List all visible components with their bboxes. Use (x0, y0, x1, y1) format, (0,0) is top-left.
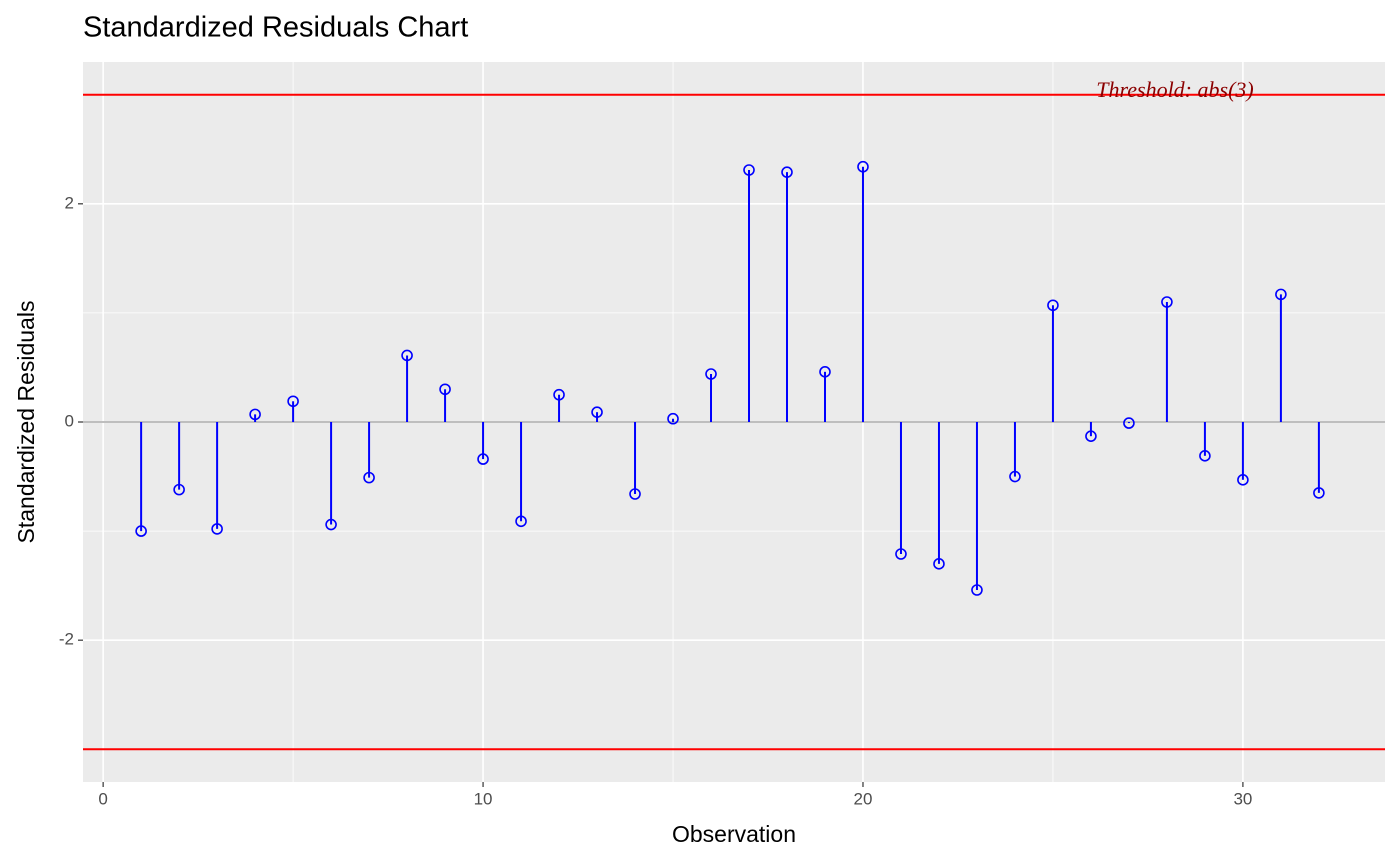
x-tick-label: 20 (854, 789, 873, 808)
point (287, 395, 299, 408)
point (895, 548, 907, 560)
point (705, 368, 717, 380)
point (477, 453, 489, 465)
point (211, 523, 223, 535)
point (743, 164, 755, 176)
point (781, 166, 793, 178)
y-tick-label: 2 (65, 193, 74, 212)
point (933, 558, 945, 570)
point (325, 518, 337, 531)
x-tick-label: 0 (98, 789, 107, 808)
x-tick-label: 10 (474, 789, 493, 808)
point (1047, 299, 1059, 312)
x-axis-title: Observation (672, 821, 796, 847)
x-tick-label: 30 (1233, 789, 1252, 808)
point (1313, 487, 1325, 499)
y-axis-title: Standardized Residuals (13, 301, 39, 544)
chart-title: Standardized Residuals Chart (83, 12, 468, 44)
point (629, 488, 641, 500)
point (439, 383, 451, 396)
point (363, 471, 375, 484)
annotation: Threshold: abs(3) (1096, 77, 1253, 102)
point (1161, 296, 1173, 308)
point (173, 483, 185, 496)
point (249, 408, 261, 421)
point (1085, 430, 1097, 442)
point (591, 406, 603, 418)
point (819, 366, 831, 378)
point (1009, 470, 1021, 483)
point (971, 584, 983, 596)
point (401, 349, 413, 362)
point (553, 388, 565, 401)
y-tick-label: -2 (59, 630, 74, 649)
point (857, 160, 869, 173)
point (135, 525, 147, 537)
point (1237, 474, 1249, 486)
point (515, 515, 527, 528)
point (667, 412, 679, 425)
point (1123, 417, 1135, 429)
point (1275, 288, 1287, 301)
point (1199, 450, 1211, 462)
y-tick-label: 0 (65, 411, 74, 430)
